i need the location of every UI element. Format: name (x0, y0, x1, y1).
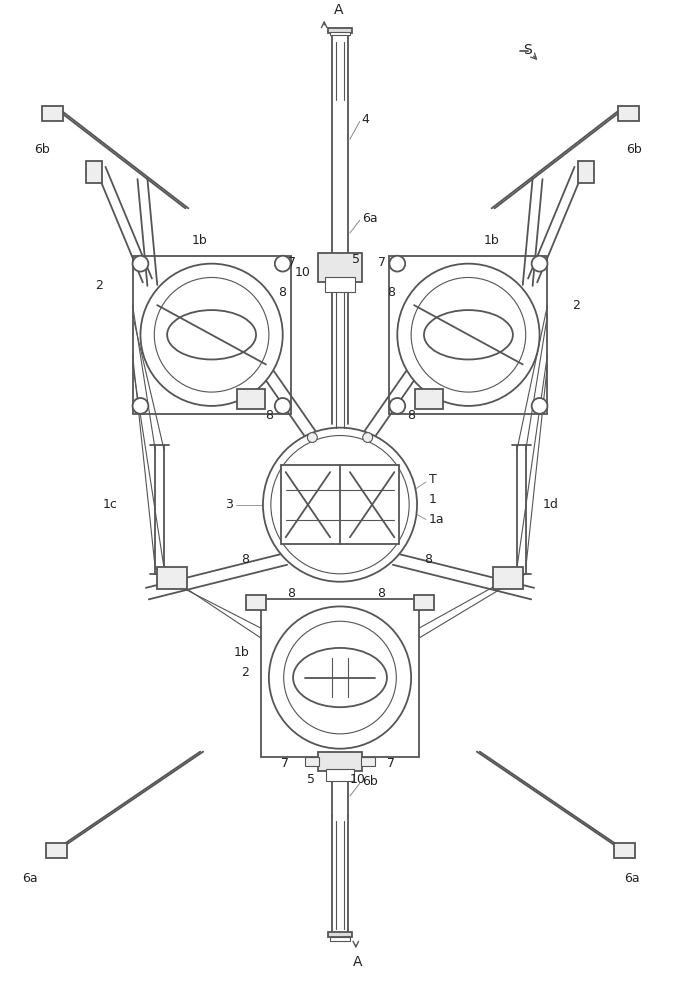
Text: 6b: 6b (627, 143, 642, 156)
Bar (328, 28, 352, 33)
Circle shape (155, 277, 269, 392)
Bar (42, 106, 63, 121)
Text: 8: 8 (278, 286, 285, 299)
Text: 1: 1 (429, 493, 437, 506)
Text: 7: 7 (377, 256, 385, 269)
Text: 4: 4 (362, 113, 370, 126)
Text: 1a: 1a (429, 513, 445, 526)
Bar (328, 932, 352, 937)
Text: 10: 10 (294, 266, 311, 279)
Text: 8: 8 (287, 587, 296, 600)
Text: T: T (429, 473, 437, 486)
Text: 8: 8 (387, 286, 396, 299)
Bar (318, 253, 362, 282)
Ellipse shape (167, 310, 256, 359)
Bar (157, 567, 187, 589)
Ellipse shape (424, 310, 513, 359)
Circle shape (397, 264, 539, 406)
Text: 6b: 6b (362, 775, 377, 788)
Text: 8: 8 (265, 409, 273, 422)
Text: 6a: 6a (22, 872, 37, 885)
Text: A: A (353, 955, 362, 969)
Bar (318, 752, 362, 771)
Bar (493, 567, 523, 589)
Bar (246, 595, 266, 610)
Text: 1b: 1b (192, 234, 208, 247)
Bar (361, 757, 375, 766)
Circle shape (275, 256, 291, 272)
Bar (330, 937, 350, 941)
Circle shape (133, 398, 148, 414)
Text: 10: 10 (350, 773, 366, 786)
Circle shape (363, 433, 373, 442)
Bar (618, 106, 639, 121)
Circle shape (271, 436, 409, 574)
Bar (414, 595, 434, 610)
Circle shape (269, 606, 411, 749)
Circle shape (411, 277, 526, 392)
Bar (86, 161, 102, 183)
Text: 8: 8 (241, 553, 249, 566)
Text: 2: 2 (241, 666, 249, 679)
Text: 3: 3 (225, 498, 234, 511)
Bar (237, 389, 265, 409)
Circle shape (390, 256, 405, 272)
Text: 5: 5 (307, 773, 315, 786)
Bar (326, 769, 354, 781)
Text: 6a: 6a (624, 872, 640, 885)
Bar (46, 843, 67, 858)
Bar (390, 256, 548, 414)
Bar (281, 465, 399, 544)
Text: S: S (523, 43, 532, 57)
Bar (261, 599, 419, 757)
Text: 7: 7 (287, 256, 296, 269)
Text: 8: 8 (424, 553, 432, 566)
Text: A: A (334, 3, 344, 17)
Text: 1b: 1b (484, 234, 499, 247)
Bar (578, 161, 594, 183)
Text: 6b: 6b (34, 143, 50, 156)
Circle shape (140, 264, 283, 406)
Bar (415, 389, 443, 409)
Circle shape (307, 433, 317, 442)
Circle shape (390, 398, 405, 414)
Circle shape (532, 256, 548, 272)
Bar (326, 277, 355, 292)
Ellipse shape (293, 648, 387, 707)
Text: 7: 7 (281, 757, 289, 770)
Text: 1d: 1d (543, 498, 558, 511)
Circle shape (532, 398, 548, 414)
Circle shape (275, 398, 291, 414)
Text: 7: 7 (387, 757, 396, 770)
Text: 2: 2 (95, 279, 103, 292)
Text: 8: 8 (377, 587, 385, 600)
Text: 1c: 1c (103, 498, 118, 511)
Text: 2: 2 (572, 299, 580, 312)
Text: 1b: 1b (234, 646, 249, 659)
Text: 8: 8 (407, 409, 415, 422)
Bar (614, 843, 635, 858)
Text: 6a: 6a (362, 212, 377, 225)
Bar (306, 757, 319, 766)
Circle shape (133, 256, 148, 272)
Circle shape (284, 621, 396, 734)
Bar (330, 32, 350, 35)
Bar (133, 256, 291, 414)
Text: 5: 5 (352, 253, 360, 266)
Circle shape (263, 428, 417, 582)
